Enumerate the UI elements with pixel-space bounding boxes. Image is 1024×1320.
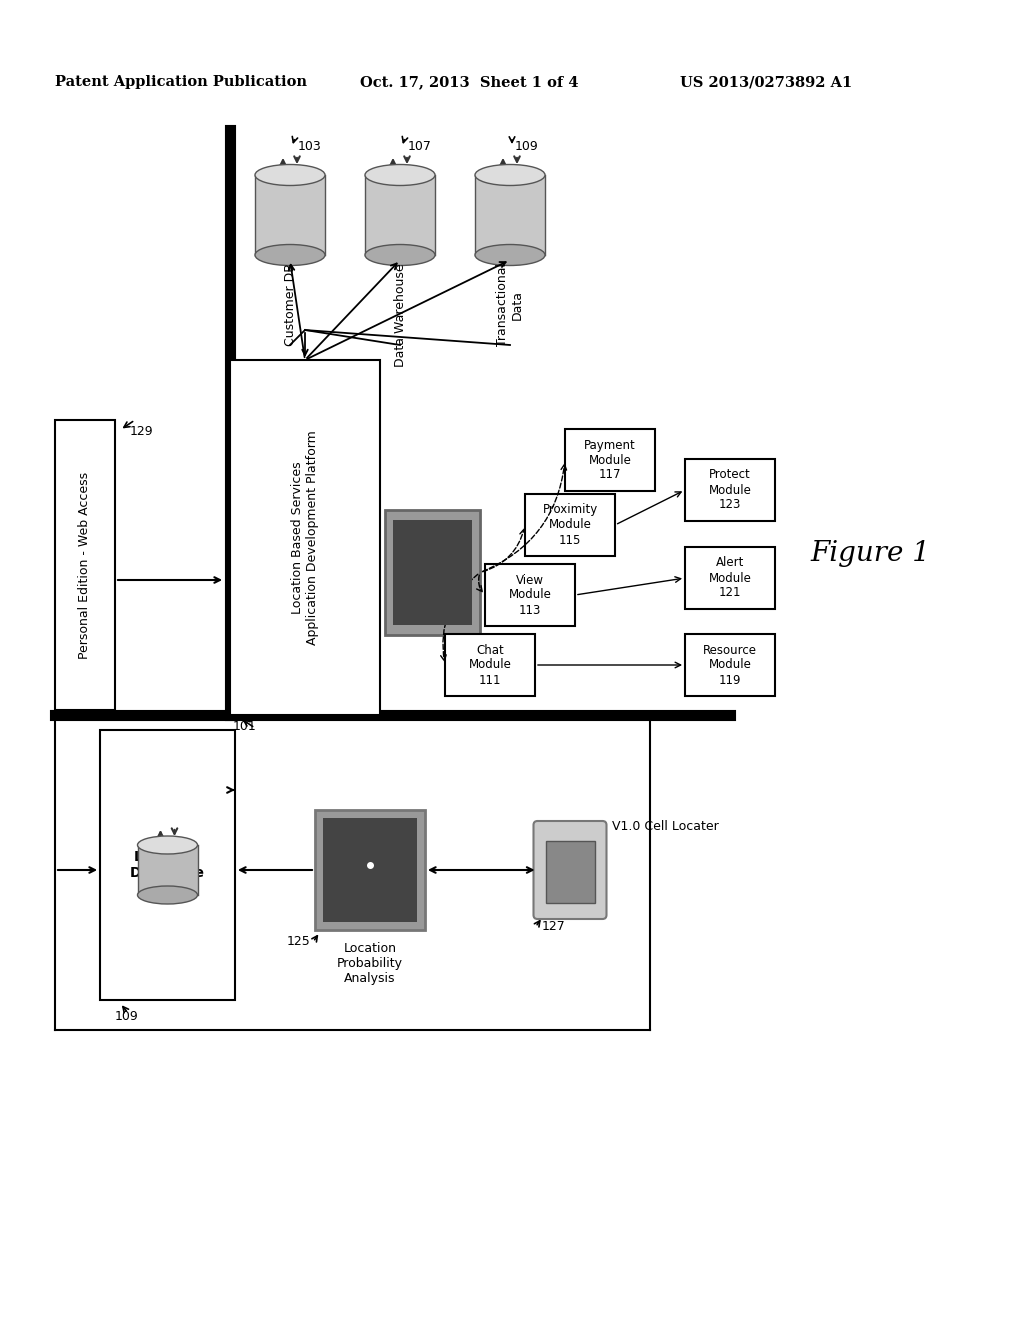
FancyBboxPatch shape	[230, 360, 380, 715]
FancyBboxPatch shape	[534, 821, 606, 919]
Text: Oct. 17, 2013  Sheet 1 of 4: Oct. 17, 2013 Sheet 1 of 4	[360, 75, 579, 88]
Text: Chat
Module
111: Chat Module 111	[469, 644, 511, 686]
FancyBboxPatch shape	[55, 420, 115, 710]
Ellipse shape	[255, 165, 325, 186]
Ellipse shape	[365, 244, 435, 265]
Text: Data Warehouse: Data Warehouse	[393, 263, 407, 367]
Ellipse shape	[475, 244, 545, 265]
FancyBboxPatch shape	[323, 818, 417, 921]
Text: Resource
Module
119: Resource Module 119	[703, 644, 757, 686]
Text: 109: 109	[515, 140, 539, 153]
FancyBboxPatch shape	[315, 810, 425, 931]
Bar	[137, 845, 198, 895]
Text: Patent Application Publication: Patent Application Publication	[55, 75, 307, 88]
FancyBboxPatch shape	[393, 520, 472, 624]
Text: Protect
Module
123: Protect Module 123	[709, 469, 752, 511]
Text: View
Module
113: View Module 113	[509, 573, 552, 616]
Bar	[475, 176, 545, 255]
Text: Figure 1: Figure 1	[810, 540, 930, 568]
FancyBboxPatch shape	[100, 730, 234, 1001]
Text: 129: 129	[130, 425, 154, 438]
Ellipse shape	[365, 165, 435, 186]
Text: US 2013/0273892 A1: US 2013/0273892 A1	[680, 75, 852, 88]
Ellipse shape	[255, 244, 325, 265]
Text: 107: 107	[408, 140, 432, 153]
Text: Transactional
Data: Transactional Data	[496, 263, 524, 346]
Text: 103: 103	[298, 140, 322, 153]
Text: Personal Edition - Web Access: Personal Edition - Web Access	[79, 471, 91, 659]
FancyBboxPatch shape	[445, 634, 535, 696]
FancyBboxPatch shape	[685, 634, 775, 696]
FancyBboxPatch shape	[385, 510, 480, 635]
FancyBboxPatch shape	[685, 459, 775, 521]
Text: 101: 101	[233, 719, 257, 733]
Text: Location Based Services
Application Development Platform: Location Based Services Application Deve…	[291, 430, 319, 645]
Text: Proximity
Module
115: Proximity Module 115	[543, 503, 598, 546]
FancyBboxPatch shape	[546, 841, 595, 903]
Ellipse shape	[137, 886, 198, 904]
Text: 127: 127	[542, 920, 565, 933]
Ellipse shape	[475, 165, 545, 186]
Bar	[255, 176, 325, 255]
Text: V1.0 Cell Locater: V1.0 Cell Locater	[612, 820, 719, 833]
FancyBboxPatch shape	[685, 546, 775, 609]
Text: Payment
Module
117: Payment Module 117	[584, 438, 636, 482]
Text: 125: 125	[287, 935, 310, 948]
Text: Location
Probability
Analysis: Location Probability Analysis	[337, 942, 403, 985]
FancyBboxPatch shape	[565, 429, 655, 491]
Text: Customer DB: Customer DB	[284, 263, 297, 346]
Ellipse shape	[137, 836, 198, 854]
Text: 109: 109	[115, 1010, 138, 1023]
Text: Location
DataBase: Location DataBase	[130, 850, 205, 880]
FancyBboxPatch shape	[485, 564, 575, 626]
Text: Alert
Module
121: Alert Module 121	[709, 557, 752, 599]
Bar	[365, 176, 435, 255]
FancyBboxPatch shape	[525, 494, 615, 556]
